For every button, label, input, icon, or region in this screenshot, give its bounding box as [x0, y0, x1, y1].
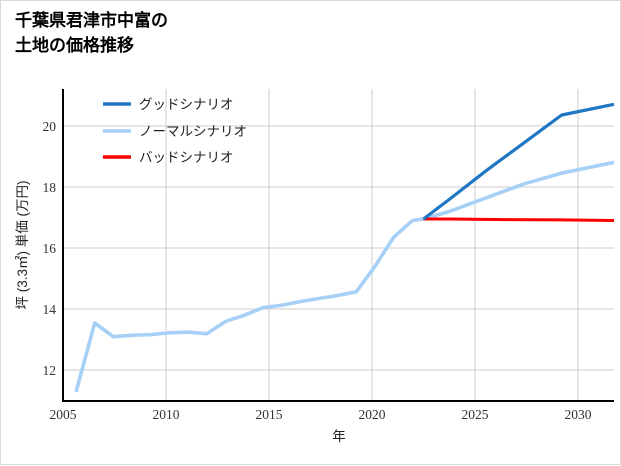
- y-tick-20: 20: [43, 119, 57, 134]
- series-line-good: [422, 102, 615, 221]
- legend-item-bad[interactable]: バッドシナリオ: [103, 150, 234, 165]
- chart-legend: グッドシナリオ ノーマルシナリオ バッドシナリオ: [103, 97, 247, 165]
- y-gridlines: [63, 125, 614, 371]
- legend-label-good: グッドシナリオ: [139, 97, 234, 112]
- legend-label-bad: バッドシナリオ: [139, 150, 234, 165]
- chart-title-line2: 土地の価格推移: [15, 35, 134, 55]
- x-tick-2030: 2030: [565, 407, 592, 422]
- y-tick-18: 18: [43, 180, 57, 195]
- x-tick-2010: 2010: [153, 407, 180, 422]
- data-series-group: [74, 102, 615, 393]
- series-line-normal: [74, 160, 615, 393]
- legend-item-good[interactable]: グッドシナリオ: [103, 97, 234, 112]
- x-tick-2005: 2005: [50, 407, 77, 422]
- y-tick-labels: 20 18 16 14 12: [43, 119, 57, 378]
- x-tick-labels: 2005 2010 2015 2020 2025 2030: [50, 407, 592, 422]
- x-tick-2025: 2025: [462, 407, 489, 422]
- x-tick-2020: 2020: [359, 407, 386, 422]
- axis-spines: [61, 89, 614, 403]
- y-tick-12: 12: [43, 363, 57, 378]
- chart-title-line1: 千葉県君津市中富の: [15, 11, 168, 30]
- legend-item-normal[interactable]: ノーマルシナリオ: [103, 124, 247, 139]
- series-line-bad: [423, 217, 615, 223]
- legend-label-normal: ノーマルシナリオ: [139, 124, 247, 139]
- x-tick-2015: 2015: [256, 407, 283, 422]
- y-tick-14: 14: [43, 302, 57, 317]
- y-axis-title: 坪 (3.3㎡) 単価 (万円): [15, 180, 30, 309]
- chart-title: 千葉県君津市中富の 土地の価格推移: [15, 9, 435, 58]
- y-tick-16: 16: [43, 241, 57, 256]
- x-axis-title: 年: [332, 429, 346, 444]
